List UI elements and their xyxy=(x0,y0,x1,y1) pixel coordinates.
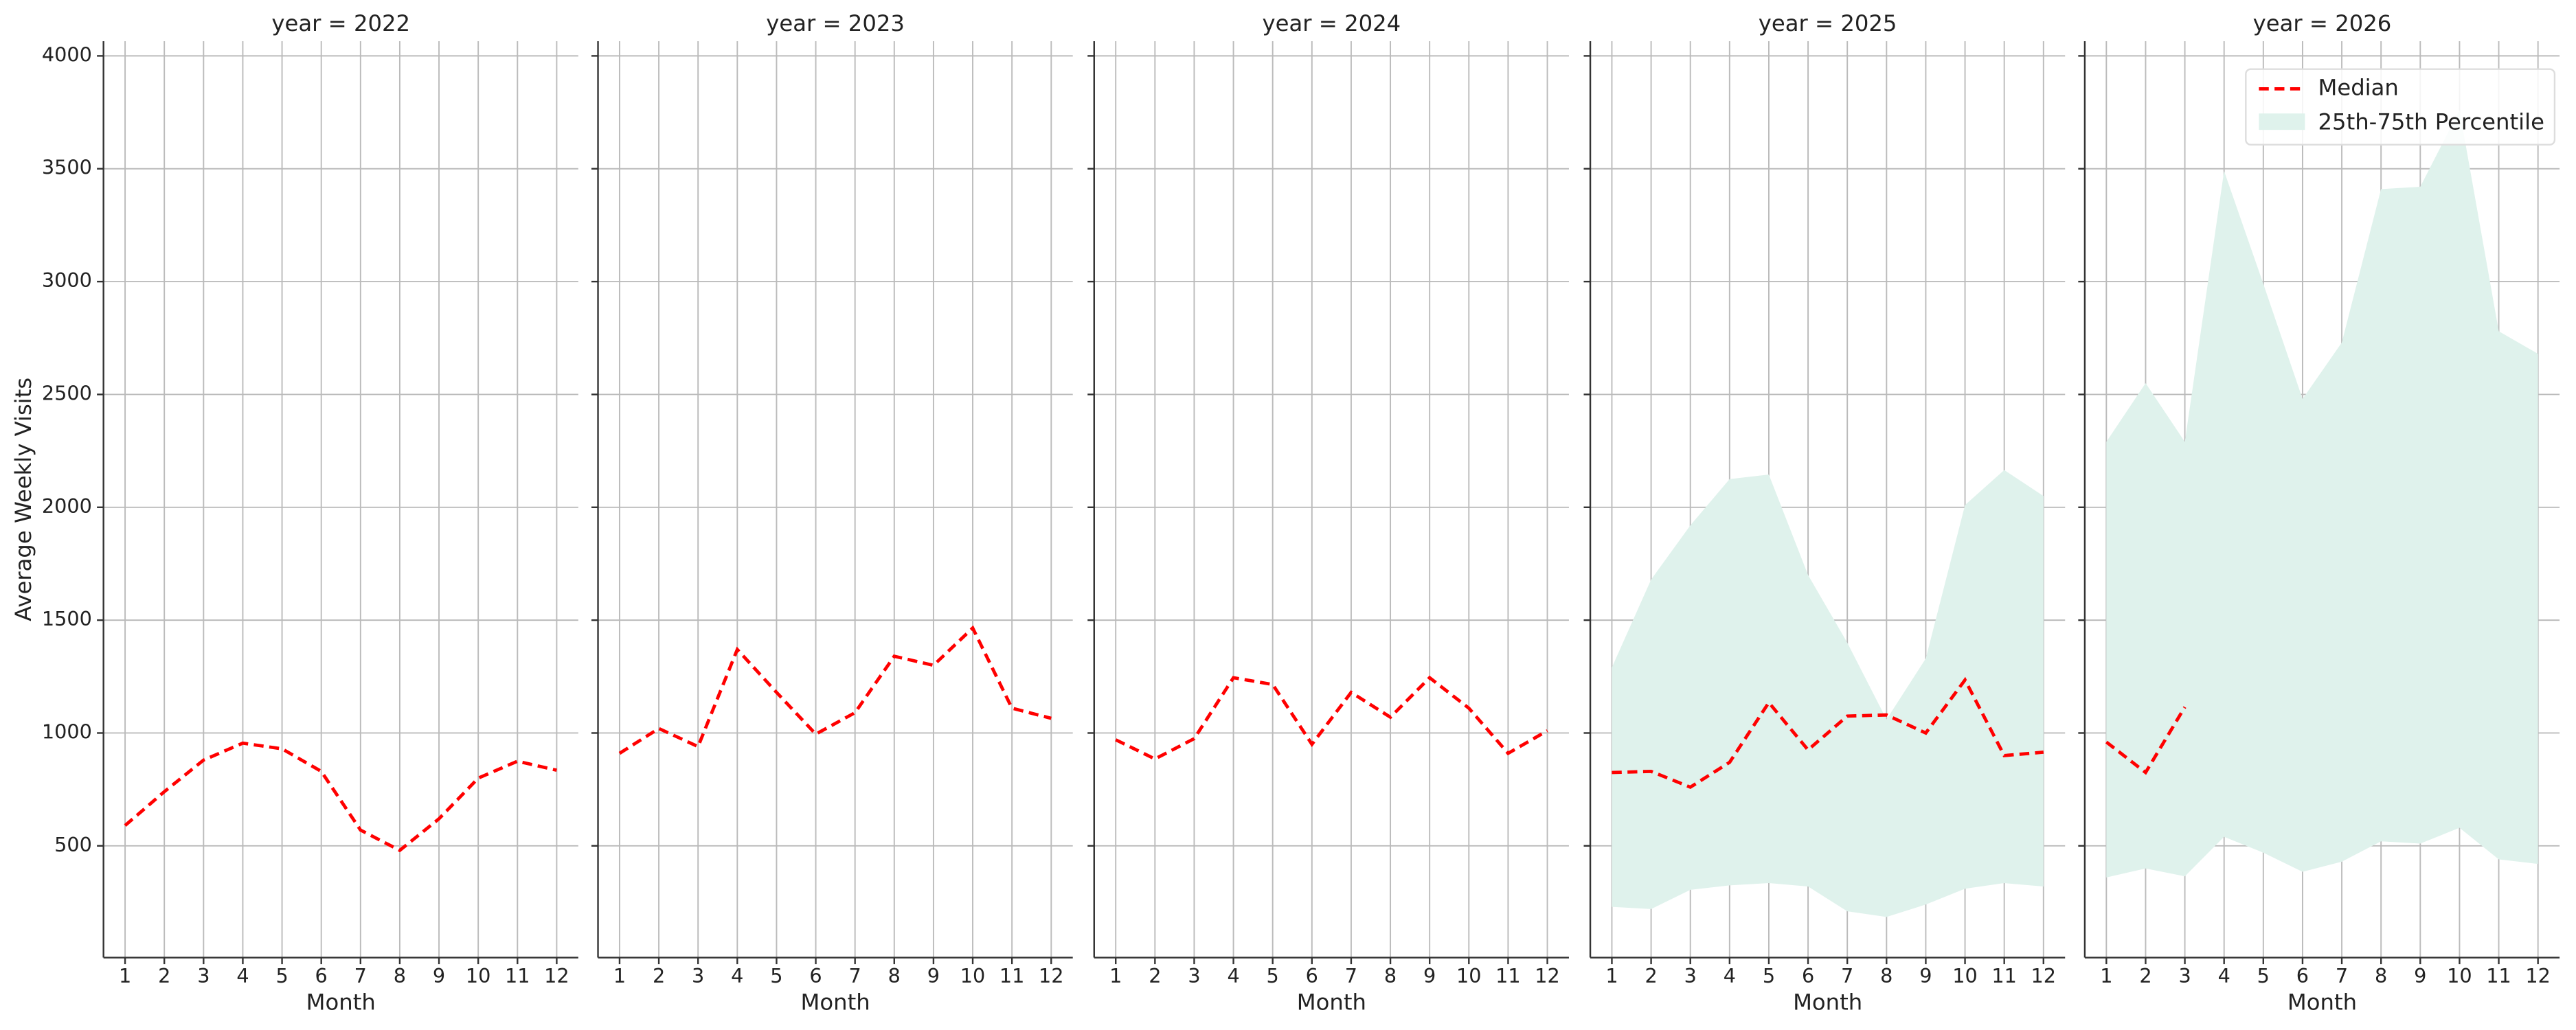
x-axis-label: Month xyxy=(1793,989,1862,1015)
x-tick-label: 9 xyxy=(1919,964,1932,987)
x-tick-label: 8 xyxy=(888,964,901,987)
x-tick-label: 1 xyxy=(613,964,626,987)
x-tick-label: 11 xyxy=(505,964,530,987)
panel-title: year = 2022 xyxy=(271,10,410,36)
panel-title: year = 2025 xyxy=(1759,10,1897,36)
x-tick-label: 9 xyxy=(2414,964,2426,987)
x-tick-label: 11 xyxy=(1495,964,1521,987)
median-line xyxy=(1612,676,2044,790)
x-tick-label: 8 xyxy=(394,964,406,987)
x-tick-label: 10 xyxy=(1456,964,1482,987)
x-tick-label: 4 xyxy=(236,964,249,987)
percentile-band xyxy=(2106,110,2538,878)
x-tick-label: 12 xyxy=(544,964,569,987)
y-tick-label: 1500 xyxy=(42,607,92,630)
y-tick-label: 1000 xyxy=(42,720,92,743)
x-tick-label: 6 xyxy=(2296,964,2309,987)
x-tick-label: 3 xyxy=(692,964,704,987)
panel-title: year = 2023 xyxy=(766,10,905,36)
y-tick-label: 2500 xyxy=(42,381,92,404)
x-axis-label: Month xyxy=(306,989,376,1015)
x-tick-label: 5 xyxy=(2257,964,2270,987)
x-tick-label: 5 xyxy=(1267,964,1279,987)
x-tick-label: 8 xyxy=(1384,964,1397,987)
x-tick-label: 5 xyxy=(275,964,288,987)
x-tick-label: 4 xyxy=(2218,964,2230,987)
x-tick-label: 3 xyxy=(2178,964,2191,987)
x-tick-label: 6 xyxy=(1802,964,1814,987)
x-tick-label: 12 xyxy=(1535,964,1560,987)
x-tick-label: 9 xyxy=(1423,964,1436,987)
x-tick-label: 3 xyxy=(197,964,210,987)
x-axis-label: Month xyxy=(801,989,870,1015)
x-tick-label: 6 xyxy=(315,964,328,987)
legend-label: Median xyxy=(2318,74,2399,100)
x-tick-label: 2 xyxy=(1149,964,1161,987)
panel-title: year = 2026 xyxy=(2253,10,2392,36)
x-axis-label: Month xyxy=(1297,989,1366,1015)
median-line xyxy=(124,741,557,853)
x-tick-label: 11 xyxy=(999,964,1025,987)
x-tick-label: 4 xyxy=(1227,964,1239,987)
x-tick-label: 5 xyxy=(1763,964,1775,987)
x-tick-label: 12 xyxy=(1039,964,1064,987)
x-tick-label: 2 xyxy=(1645,964,1657,987)
legend-box xyxy=(2245,68,2556,146)
x-tick-label: 7 xyxy=(1841,964,1853,987)
x-tick-label: 3 xyxy=(1188,964,1200,987)
x-tick-label: 10 xyxy=(960,964,986,987)
y-tick-label: 3000 xyxy=(42,268,92,292)
x-tick-label: 5 xyxy=(770,964,782,987)
x-tick-label: 6 xyxy=(809,964,822,987)
x-tick-label: 10 xyxy=(2447,964,2472,987)
legend-swatch xyxy=(2259,113,2305,130)
x-tick-label: 8 xyxy=(2375,964,2387,987)
x-tick-label: 7 xyxy=(849,964,861,987)
legend-label: 25th-75th Percentile xyxy=(2318,109,2544,135)
x-tick-label: 7 xyxy=(1345,964,1357,987)
x-tick-label: 1 xyxy=(2100,964,2112,987)
x-tick-label: 4 xyxy=(731,964,743,987)
x-tick-label: 10 xyxy=(466,964,491,987)
median-line xyxy=(2105,706,2187,775)
x-tick-label: 2 xyxy=(653,964,665,987)
y-tick-label: 4000 xyxy=(42,43,92,66)
y-axis-label: Average Weekly Visits xyxy=(10,378,36,621)
x-tick-label: 6 xyxy=(1306,964,1318,987)
x-tick-label: 4 xyxy=(1724,964,1736,987)
x-tick-label: 1 xyxy=(119,964,131,987)
x-tick-label: 1 xyxy=(1109,964,1122,987)
x-tick-label: 8 xyxy=(1880,964,1893,987)
x-tick-label: 3 xyxy=(1684,964,1697,987)
x-tick-label: 10 xyxy=(1952,964,1978,987)
x-tick-label: 2 xyxy=(158,964,170,987)
median-line xyxy=(1115,675,1548,761)
percentile-band xyxy=(1612,470,2044,917)
y-tick-label: 500 xyxy=(54,833,92,856)
x-tick-label: 9 xyxy=(433,964,445,987)
x-tick-label: 9 xyxy=(927,964,940,987)
x-tick-label: 11 xyxy=(2486,964,2511,987)
x-axis-label: Month xyxy=(2287,989,2357,1015)
panel-title: year = 2024 xyxy=(1263,10,1401,36)
x-tick-label: 1 xyxy=(1605,964,1618,987)
x-tick-label: 11 xyxy=(1991,964,2017,987)
x-tick-label: 12 xyxy=(2525,964,2551,987)
x-tick-label: 7 xyxy=(2336,964,2348,987)
y-tick-label: 3500 xyxy=(42,156,92,179)
x-tick-label: 7 xyxy=(354,964,367,987)
x-tick-label: 12 xyxy=(2031,964,2057,987)
y-tick-label: 2000 xyxy=(42,494,92,518)
x-tick-label: 2 xyxy=(2139,964,2151,987)
median-line xyxy=(618,625,1052,755)
